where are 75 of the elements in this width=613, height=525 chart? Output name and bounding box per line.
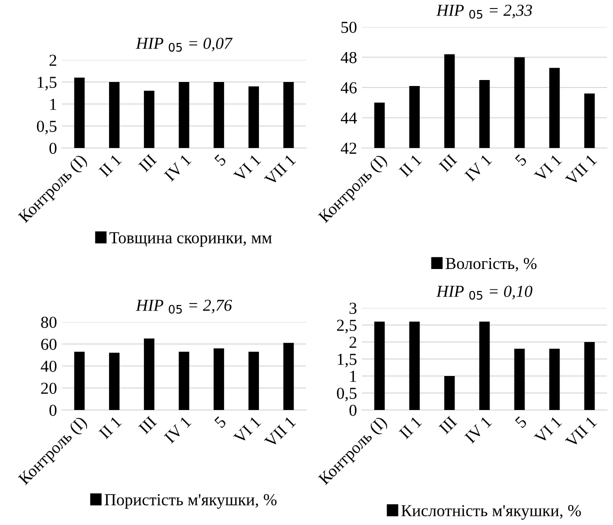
y-tick-label: 42	[340, 142, 356, 154]
x-tick-label: III	[438, 154, 458, 172]
x-tick-label: VII 1	[264, 416, 296, 448]
bar	[144, 90, 154, 148]
bar	[109, 82, 120, 148]
y-tick-label: 0,5	[36, 120, 56, 134]
x-tick-label: II 1	[398, 416, 422, 440]
bar	[283, 342, 294, 410]
x-tick-label: VI 1	[534, 416, 562, 444]
y-tick-label: 46	[340, 82, 357, 94]
y-tick-label: 1,5	[38, 76, 56, 90]
x-tick-label: VI 1	[534, 154, 562, 182]
y-tick-label: 1,5	[338, 354, 356, 368]
y-tick-label: 2,5	[337, 320, 356, 334]
x-tick-label: IV 1	[464, 416, 492, 444]
y-tick-label: 2	[50, 54, 56, 66]
bar	[214, 348, 224, 410]
x-tick-label: VI 1	[232, 416, 262, 444]
y-tick-label: 0	[49, 142, 57, 154]
chart-title: HIP $_{05}$ = 0,10	[436, 286, 532, 300]
y-tick-label: 0	[349, 404, 357, 416]
chart-title: HIP $_{05}$ = 0,07	[136, 38, 233, 52]
y-tick-label: 3	[350, 302, 356, 314]
y-tick-label: 2	[350, 336, 356, 348]
bar	[178, 352, 190, 410]
bar	[74, 352, 85, 410]
bar	[283, 82, 294, 148]
y-tick-label: 44	[340, 112, 357, 124]
y-tick-label: 40	[40, 360, 57, 372]
bar	[549, 348, 560, 410]
bar	[214, 82, 224, 148]
x-tick-label: 5	[514, 154, 528, 166]
x-tick-label: VI 1	[232, 154, 262, 182]
y-tick-label: 50	[341, 22, 357, 33]
chart-title: HIP $_{05}$ = 2,76	[136, 300, 232, 314]
bar	[374, 322, 385, 410]
x-tick-label: IV 1	[164, 154, 192, 182]
bar	[479, 322, 490, 410]
x-tick-label: 5	[214, 154, 227, 166]
x-tick-label: II 1	[398, 154, 422, 178]
y-tick-label: 1	[50, 98, 56, 110]
x-tick-label: VII 1	[564, 416, 598, 448]
bar	[409, 322, 420, 410]
bar	[109, 352, 120, 410]
x-tick-label: 5	[514, 416, 528, 428]
x-tick-label: IV 1	[164, 416, 192, 444]
bar	[514, 348, 525, 410]
y-tick-label: 48	[340, 52, 357, 64]
y-tick-label: 80	[41, 316, 57, 328]
y-tick-label: 0,5	[336, 388, 356, 402]
bar	[178, 82, 190, 148]
legend-label: Кислотність м'якушки, %	[401, 505, 581, 520]
x-tick-label: II 1	[98, 416, 122, 440]
x-tick-label: III	[138, 154, 157, 172]
y-tick-label: 20	[41, 382, 57, 394]
legend-label: Товщина скоринки, мм	[109, 232, 272, 247]
bar	[248, 86, 259, 148]
legend-label: Пористість м'якушки, %	[104, 494, 277, 509]
y-tick-label: 1	[350, 370, 356, 382]
x-tick-label: VII 1	[264, 154, 296, 186]
y-tick-label: 0	[49, 404, 57, 416]
x-tick-label: IV 1	[464, 154, 492, 182]
legend-label: Вологість, %	[446, 258, 537, 272]
bar	[74, 78, 85, 148]
x-tick-label: III	[438, 416, 458, 434]
chart-title: HIP $_{05}$ = 2,33	[436, 4, 532, 19]
x-tick-label: VII 1	[564, 154, 598, 186]
x-tick-label: II 1	[98, 154, 122, 178]
bar	[144, 338, 154, 410]
bar	[584, 342, 595, 410]
x-tick-label: 5	[214, 416, 227, 428]
bar	[248, 352, 259, 410]
y-tick-label: 60	[41, 338, 57, 350]
bar	[444, 376, 455, 410]
x-tick-label: III	[138, 416, 157, 434]
